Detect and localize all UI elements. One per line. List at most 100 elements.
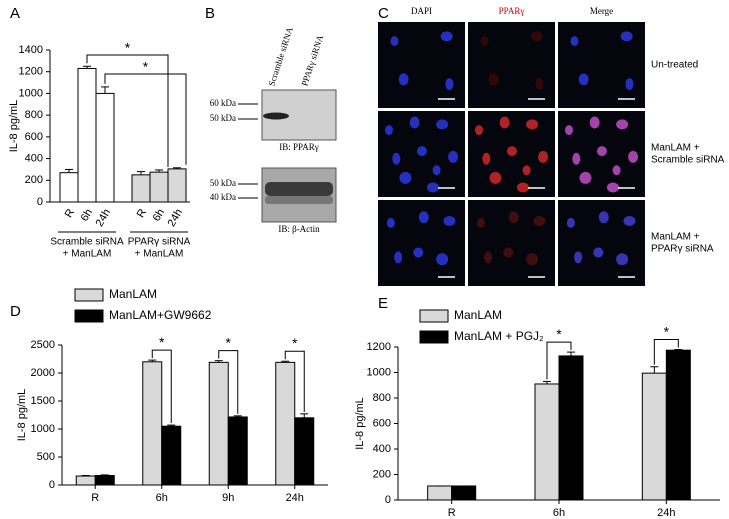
cell xyxy=(480,36,489,47)
y-tick-label: 500 xyxy=(37,451,55,463)
channel-label: Merge xyxy=(590,6,613,16)
cell xyxy=(564,125,573,136)
cell xyxy=(503,247,514,258)
cell xyxy=(436,253,449,266)
x-tick-label: R xyxy=(448,507,456,519)
cell xyxy=(476,217,485,228)
significance-bracket xyxy=(218,350,239,414)
significance-star: * xyxy=(226,334,232,350)
cell xyxy=(443,216,456,227)
y-tick-label: 600 xyxy=(373,417,391,429)
y-tick-label: 200 xyxy=(25,174,43,186)
cell xyxy=(394,251,403,264)
cell xyxy=(499,116,510,129)
y-tick-label: 1500 xyxy=(31,395,55,407)
y-axis-label: IL-8 pg/mL xyxy=(16,389,28,442)
error-bar xyxy=(650,366,659,374)
lane-label: Scramble siRNA xyxy=(266,25,295,87)
cell xyxy=(416,146,427,157)
marker-label: 50 kDa xyxy=(210,178,236,188)
y-tick-label: 800 xyxy=(373,392,391,404)
x-tick-label: R xyxy=(135,207,149,220)
group-label: PPARγ siRNA xyxy=(128,237,191,248)
lane-label: PPARγ siRNA xyxy=(299,33,325,87)
y-tick-label: 800 xyxy=(25,109,43,121)
y-tick-label: 1000 xyxy=(19,87,43,99)
cell xyxy=(445,78,454,91)
cell xyxy=(488,73,499,86)
error-bar xyxy=(281,360,290,363)
x-tick-label: 24h xyxy=(286,492,304,504)
blot-band xyxy=(263,112,289,120)
cell xyxy=(535,78,544,91)
cell xyxy=(426,182,439,193)
cell xyxy=(413,247,424,258)
significance-star: * xyxy=(664,323,670,339)
cell xyxy=(533,216,546,227)
x-tick-label: 9h xyxy=(222,492,234,504)
x-tick-label: 24h xyxy=(166,207,186,229)
legend-label: ManLAM xyxy=(109,287,157,301)
cell xyxy=(566,217,575,228)
condition-label: ManLAM + xyxy=(651,232,700,243)
x-tick-label: 6h xyxy=(553,507,565,519)
blot-band xyxy=(265,182,333,196)
legend-swatch xyxy=(419,330,449,344)
significance-bracket xyxy=(86,54,169,167)
bar xyxy=(208,361,229,486)
cell xyxy=(489,171,502,184)
bar xyxy=(451,485,477,501)
group-label: Scramble siRNA xyxy=(50,237,124,248)
bar xyxy=(94,474,115,486)
y-tick-label: 2500 xyxy=(31,339,55,351)
error-bar xyxy=(83,65,91,69)
legend-label: ManLAM+GW9662 xyxy=(109,308,212,322)
panel-label: E xyxy=(378,295,388,312)
cell xyxy=(522,165,531,176)
cell xyxy=(612,165,621,176)
legend-swatch xyxy=(74,288,104,302)
y-tick-label: 1000 xyxy=(367,366,391,378)
cell xyxy=(538,150,549,163)
y-tick-label: 1200 xyxy=(19,66,43,78)
cell xyxy=(574,251,583,264)
cell xyxy=(398,73,409,86)
legend-label: ManLAM + PGJ₂ xyxy=(454,329,544,343)
y-axis-label: IL-8 pg/mL xyxy=(8,100,20,153)
blot-caption: IB: PPARγ xyxy=(279,142,318,152)
cell xyxy=(572,152,581,165)
bar xyxy=(558,355,584,501)
y-tick-label: 0 xyxy=(385,494,391,506)
bar xyxy=(227,416,248,486)
cell xyxy=(516,182,529,193)
error-bar xyxy=(81,474,90,477)
error-bar xyxy=(137,171,145,175)
cell xyxy=(448,150,459,163)
cell xyxy=(616,253,629,266)
marker-label: 60 kDa xyxy=(210,98,236,108)
significance-star: * xyxy=(556,326,562,342)
y-tick-label: 0 xyxy=(37,196,43,208)
legend-swatch xyxy=(419,309,449,323)
condition-label: Scramble siRNA xyxy=(651,155,725,166)
significance-star: * xyxy=(159,334,165,350)
significance-bracket xyxy=(546,341,572,380)
panel-label: B xyxy=(205,5,215,22)
bar xyxy=(131,174,151,203)
bar xyxy=(77,67,97,203)
error-bar xyxy=(155,169,163,173)
cell xyxy=(432,165,441,176)
cell xyxy=(589,116,600,129)
blot-band xyxy=(265,196,333,204)
channel-label: PPARγ xyxy=(499,6,525,16)
significance-bracket xyxy=(284,350,305,412)
bar xyxy=(59,172,79,203)
significance-star: * xyxy=(143,59,149,75)
cell xyxy=(390,36,399,47)
error-bar xyxy=(300,413,309,418)
cell xyxy=(482,152,491,165)
bar xyxy=(665,349,691,501)
cell xyxy=(418,211,429,224)
y-tick-label: 2000 xyxy=(31,367,55,379)
